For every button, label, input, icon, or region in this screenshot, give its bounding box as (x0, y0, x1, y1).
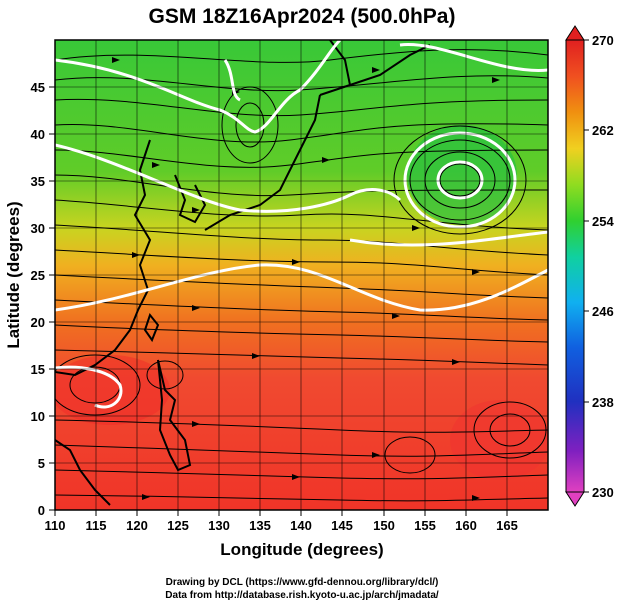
colorbar-body (565, 39, 585, 493)
philippines-coastline (157, 359, 192, 472)
y-axis-label: Latitude (degrees) (4, 201, 23, 348)
taiwan-coastline (143, 312, 160, 343)
colorbar: 230 238 246 254 262 270 (565, 25, 614, 507)
y-tick-label: 40 (31, 127, 45, 142)
y-tick-labels: 0 5 10 15 20 25 30 35 40 45 (31, 80, 45, 518)
colorbar-label: 238 (592, 395, 614, 410)
streamlines (55, 49, 548, 502)
lat-lon-grid (55, 40, 548, 510)
korea-coastline (174, 174, 207, 224)
y-tick-label: 25 (31, 268, 45, 283)
x-tick-label: 165 (496, 518, 518, 533)
x-tick-label: 115 (86, 518, 107, 533)
x-tick-label: 150 (373, 518, 395, 533)
y-tick-label: 20 (31, 315, 45, 330)
x-tick-label: 110 (45, 518, 66, 533)
colorbar-ticks (584, 39, 589, 493)
x-tick-label: 135 (249, 518, 271, 533)
y-tick-label: 0 (38, 503, 45, 518)
colorbar-label: 262 (592, 123, 614, 138)
colorbar-label: 270 (592, 33, 614, 48)
warm-patch-west (55, 355, 170, 425)
warm-patch-east (450, 400, 548, 480)
isotherm-contours (55, 40, 548, 409)
x-tick-label: 130 (208, 518, 230, 533)
x-tick-labels: 110 115 120 125 130 135 140 145 150 155 … (45, 518, 518, 533)
x-tick-label: 145 (331, 518, 353, 533)
map-panel (55, 40, 548, 510)
x-tick-label: 160 (455, 518, 477, 533)
y-tick-label: 15 (31, 362, 45, 377)
y-tick-label: 30 (31, 221, 45, 236)
x-tick-label: 125 (167, 518, 189, 533)
chart-title: GSM 18Z16Apr2024 (500.0hPa) (149, 5, 456, 28)
axis-tick-marks (49, 86, 508, 516)
y-tick-label: 35 (31, 174, 45, 189)
y-tick-label: 5 (38, 456, 45, 471)
indochina-coastline (55, 439, 111, 506)
colorbar-top-arrow (565, 25, 585, 41)
x-tick-label: 120 (126, 518, 148, 533)
japan-coastline (204, 94, 321, 231)
colorbar-bottom-arrow (565, 491, 585, 507)
x-axis-label: Longitude (degrees) (220, 540, 383, 559)
y-tick-label: 45 (31, 80, 45, 95)
credit-data: Data from http://database.rish.kyoto-u.a… (165, 590, 439, 601)
colorbar-label: 254 (592, 214, 614, 229)
colorbar-label: 230 (592, 485, 614, 500)
y-tick-label: 10 (31, 409, 45, 424)
x-tick-label: 140 (290, 518, 312, 533)
x-tick-label: 155 (414, 518, 436, 533)
kuril-coastline (319, 44, 431, 96)
credit-drawing: Drawing by DCL (https://www.gfd-dennou.o… (166, 577, 439, 588)
colorbar-label: 246 (592, 304, 614, 319)
